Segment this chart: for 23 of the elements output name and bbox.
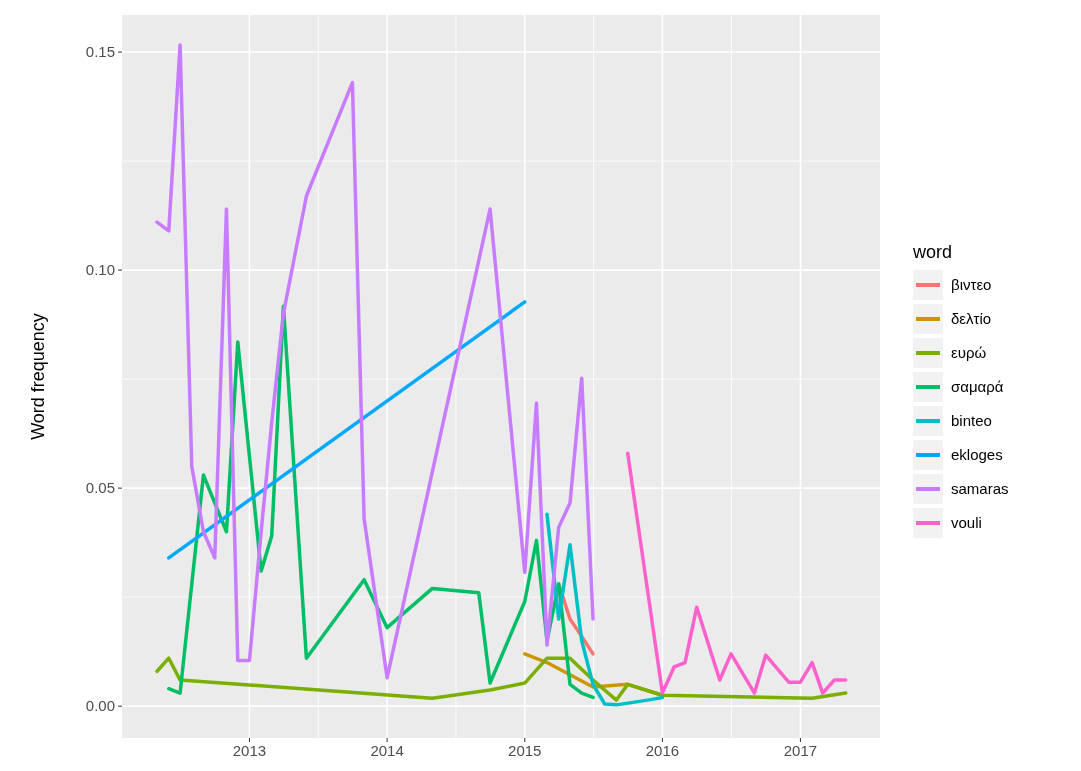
legend-label: δελτίο (951, 310, 992, 327)
legend-label: samaras (951, 480, 1009, 497)
y-tick-label: 0.05 (85, 479, 115, 497)
legend-label: ευρώ (951, 344, 987, 361)
y-axis-title: Word frequency (28, 313, 48, 440)
x-tick-label: 2013 (232, 742, 267, 759)
y-tick-label: 0.00 (85, 697, 115, 715)
line-series (625, 451, 848, 695)
y-tick-label: 0.15 (85, 43, 115, 61)
legend-label: σαμαρά (951, 378, 1004, 395)
line-series (155, 656, 848, 702)
legend-title: word (912, 242, 953, 262)
legend-label: ekloges (951, 446, 1003, 463)
y-tick-label: 0.10 (85, 261, 115, 279)
legend-label: βιντεο (951, 276, 992, 293)
x-tick-label: 2017 (783, 742, 818, 759)
x-tick-label: 2014 (370, 742, 404, 759)
x-tick-label: 2015 (508, 742, 542, 759)
legend-label: binteo (951, 412, 992, 429)
legend-label: vouli (951, 514, 982, 531)
x-tick-label: 2016 (645, 742, 680, 759)
line-series (545, 512, 665, 707)
line-series (155, 43, 595, 680)
